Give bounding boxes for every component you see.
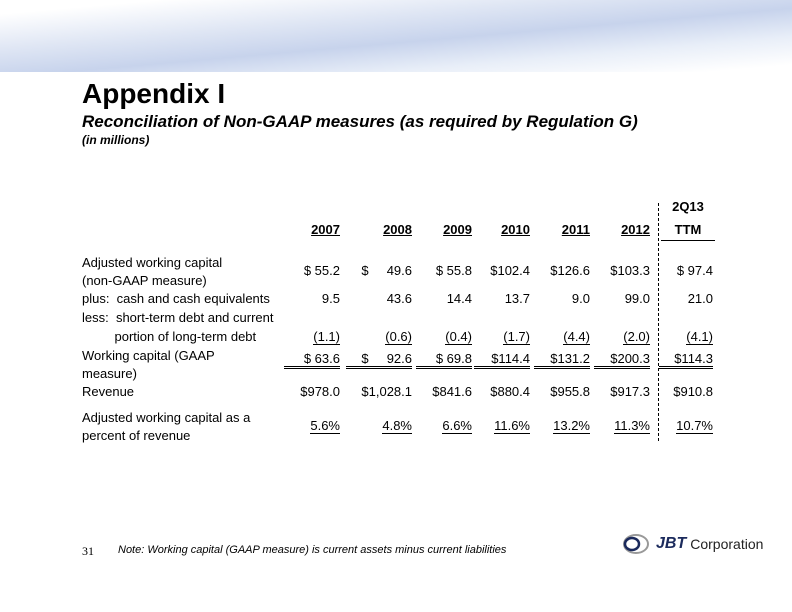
row-label: plus: cash and cash equivalents (82, 291, 270, 306)
logo-swoosh-icon (623, 534, 649, 554)
footnote: Note: Working capital (GAAP measure) is … (118, 544, 507, 556)
table-cell: $841.6 (432, 384, 472, 399)
table-cell: $103.3 (610, 263, 650, 278)
table-cell: $ 97.4 (676, 263, 713, 278)
row-label: Working capital (GAAP (82, 348, 215, 363)
table-cell: $ 69.8 (416, 351, 472, 369)
table-cell: 4.8% (382, 418, 412, 434)
row-label: percent of revenue (82, 428, 191, 443)
table-cell: (4.1) (686, 329, 713, 345)
table-cell: $ 92.6 (346, 351, 412, 369)
table-cell: $ 55.8 (435, 263, 472, 278)
table-cell: $ 63.6 (284, 351, 340, 369)
table-cell: $917.3 (610, 384, 650, 399)
logo-mark: JBT (656, 535, 687, 552)
table-cell: 5.6% (310, 418, 340, 434)
table-cell: $ 55.2 (303, 263, 340, 278)
row-label: Adjusted working capital (82, 255, 223, 270)
column-header-2010: 2010 (501, 222, 530, 237)
table-cell: $978.0 (300, 384, 340, 399)
jbt-logo: JBT Corporation (622, 532, 763, 556)
table-cell: 14.4 (446, 291, 472, 306)
table-cell: 21.0 (687, 291, 713, 306)
table-cell: (4.4) (563, 329, 590, 345)
table-cell: $114.4 (474, 351, 530, 369)
table-cell: $955.8 (550, 384, 590, 399)
table-cell: 99.0 (624, 291, 650, 306)
table-cell: 43.6 (386, 291, 412, 306)
row-label: Revenue (82, 384, 135, 399)
table-cell: 11.3% (614, 418, 650, 434)
page-subtitle: Reconciliation of Non-GAAP measures (as … (82, 112, 638, 131)
table-cell: 13.2% (553, 418, 590, 434)
table-cell: $ 49.6 (361, 263, 412, 278)
page-title: Appendix I (82, 78, 226, 109)
column-header-2011: 2011 (561, 222, 590, 237)
row-label: (non-GAAP measure) (82, 273, 207, 288)
row-label: less: short-term debt and current (82, 310, 274, 325)
table-cell: $910.8 (673, 384, 713, 399)
table-cell: 9.5 (321, 291, 340, 306)
table-cell: (1.7) (503, 329, 530, 345)
table-cell: $200.3 (594, 351, 650, 369)
table-cell: 11.6% (494, 418, 530, 434)
table-cell: $102.4 (490, 263, 530, 278)
row-label: portion of long-term debt (82, 329, 257, 344)
table-cell: 10.7% (676, 418, 713, 434)
column-header-2009: 2009 (443, 222, 472, 237)
table-cell: 6.6% (442, 418, 472, 434)
table-cell: (0.4) (445, 329, 472, 345)
ttm-header-underline (661, 240, 715, 241)
column-header-2007: 2007 (311, 222, 340, 237)
table-cell: 9.0 (571, 291, 590, 306)
table-cell: $126.6 (550, 263, 590, 278)
page-number: 31 (82, 544, 94, 558)
ttm-header-line2: TTM (674, 222, 702, 237)
header-banner (0, 0, 792, 72)
table-cell: $131.2 (534, 351, 590, 369)
table-cell: $114.3 (659, 351, 713, 369)
column-header-2008: 2008 (383, 222, 412, 237)
logo-text: Corporation (690, 536, 764, 552)
units-note: (in millions) (82, 133, 150, 147)
table-cell: 13.7 (504, 291, 530, 306)
row-label: measure) (82, 366, 137, 381)
ttm-header-line1: 2Q13 (672, 199, 704, 214)
ttm-divider (658, 203, 659, 441)
table-cell: $880.4 (490, 384, 530, 399)
column-header-2012: 2012 (621, 222, 650, 237)
table-cell: $1,028.1 (361, 384, 412, 399)
table-cell: (2.0) (623, 329, 650, 345)
table-cell: (1.1) (313, 329, 340, 345)
row-label: Adjusted working capital as a (82, 410, 251, 425)
table-cell: (0.6) (385, 329, 412, 345)
